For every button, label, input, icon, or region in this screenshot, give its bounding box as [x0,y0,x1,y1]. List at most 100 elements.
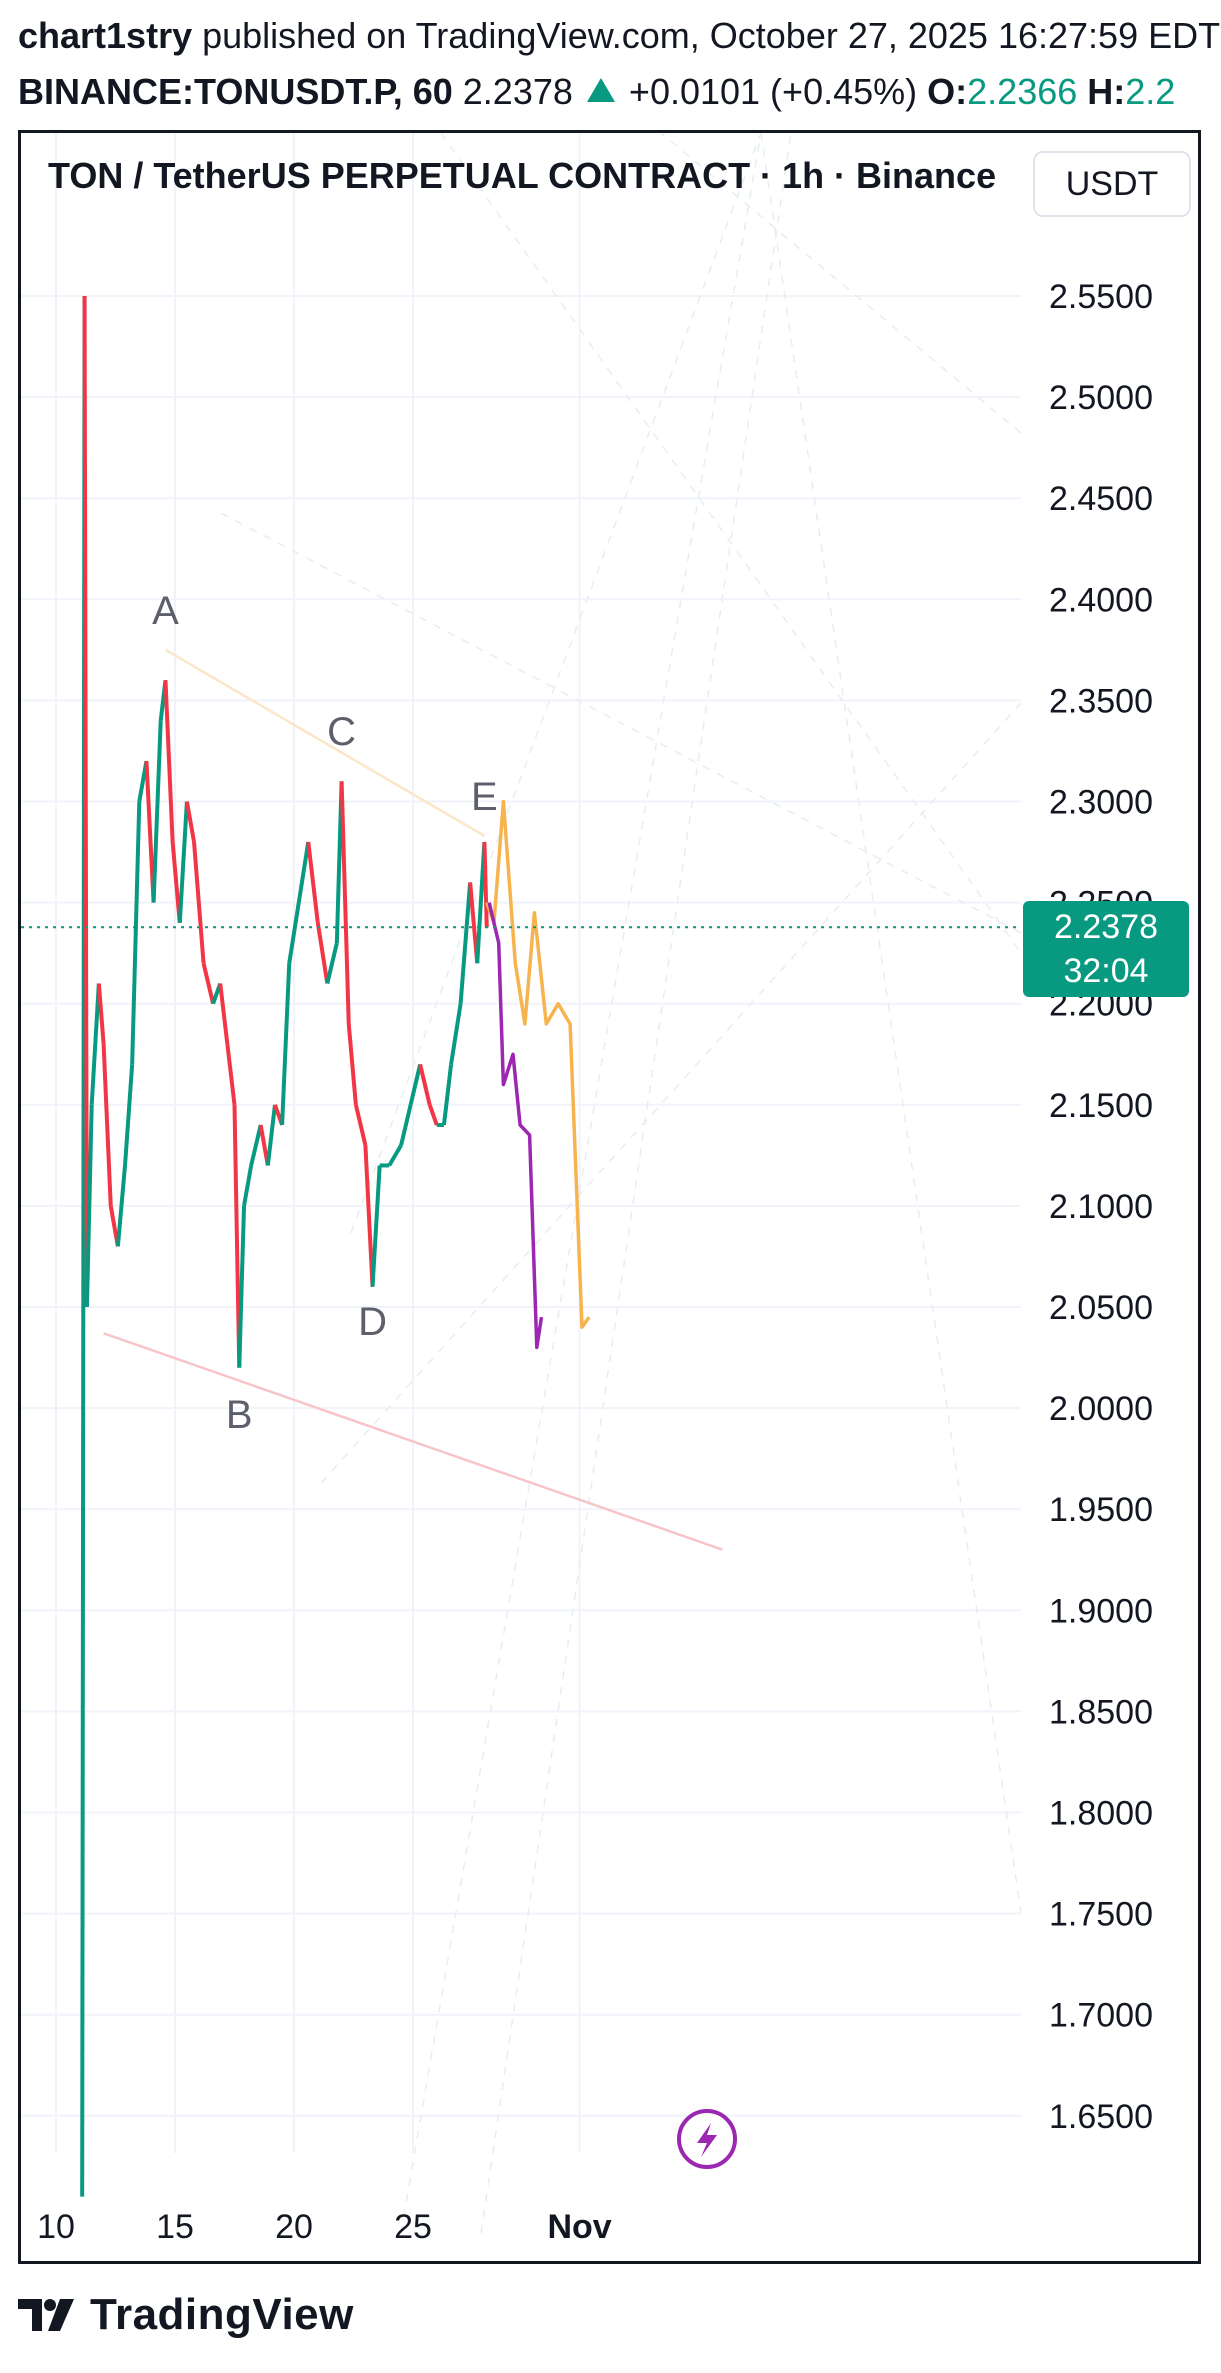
projection-path-orange [485,799,591,1329]
guide-line [350,133,762,1234]
up-arrow-icon [586,78,615,102]
y-tick-label: 1.8500 [1049,1693,1153,1731]
price-segment [458,882,473,1004]
price-segment [82,295,89,1308]
y-tick-label: 2.3000 [1049,784,1153,822]
open-value: 2.2366 [967,71,1078,112]
guide-line [660,133,1022,434]
wave-label-c: C [327,710,356,754]
price-segment [151,720,163,903]
price-chart[interactable]: A B C D E 2.5500 2.5000 2.4500 2.4000 2.3500 2.300… [21,133,1198,2261]
guide-line [440,133,1022,954]
price-segment [280,963,292,1126]
y-tick-label: 2.5500 [1049,278,1153,316]
price-segment [237,1205,247,1368]
price-segment [387,1144,403,1167]
price-segment [408,1063,423,1106]
price-segment [363,1145,375,1287]
price-segment [265,1104,277,1166]
current-price-value: 2.2378 [1054,908,1158,946]
publish-header: chart1stry published on TradingView.com,… [18,8,1221,120]
x-tick-label: 20 [275,2208,313,2246]
y-tick-label: 1.9500 [1049,1491,1153,1529]
price-segment [427,1104,439,1126]
y-tick-label: 2.0500 [1049,1289,1153,1327]
open-label: O: [927,71,968,112]
tradingview-logo-icon [18,2299,74,2331]
y-tick-label: 2.5000 [1049,379,1153,417]
price-segment [192,841,206,964]
y-tick-label: 2.1500 [1049,1087,1153,1125]
price-segment [399,1104,413,1146]
y-tick-label: 1.7000 [1049,1997,1153,2035]
high-label: H: [1087,71,1126,112]
high-value: 2.2 [1125,71,1176,112]
price-segment [89,983,101,1105]
price-segment [370,1165,382,1287]
wave-label-d: D [358,1300,387,1344]
guide-line [220,512,1022,934]
y-tick-label: 2.4000 [1049,581,1153,619]
price-segment [201,962,216,1005]
price-segment [130,801,142,1065]
price-segment [225,1043,237,1106]
x-tick-label: 10 [37,2208,75,2246]
price-segment [353,1104,368,1146]
price-segment [418,1063,432,1106]
price-segment [184,801,197,843]
price-segment [482,841,489,928]
price-segment [101,1044,113,1206]
chart-title: TON / TetherUS PERPETUAL CONTRACT · 1h ·… [48,155,997,196]
trendline [164,648,486,837]
guide-line [760,133,1022,1914]
trendline [103,1332,723,1551]
price-segment [287,902,301,964]
footer-brand[interactable]: TradingView [18,2285,354,2345]
price-segment [325,942,339,984]
price-segment [96,983,106,1045]
y-tick-label: 2.3500 [1049,682,1153,720]
currency-unit-button[interactable]: USDT [1033,151,1191,217]
price-segment [315,922,330,984]
price-segment [177,801,189,923]
price-segment [296,841,311,903]
author-name[interactable]: chart1stry [18,15,193,56]
symbol-line: BINANCE:TONUSDT.P, 60 2.2378 +0.0101 (+0… [18,64,1221,120]
price-segment [84,1104,94,1308]
price-segment [249,1124,263,1166]
brand-name: TradingView [90,2290,354,2339]
y-tick-label: 1.9000 [1049,1592,1153,1630]
x-tick-label: Nov [547,2208,611,2246]
x-tick-label: 15 [156,2208,194,2246]
y-tick-label: 1.7500 [1049,1896,1153,1934]
y-tick-label: 1.6500 [1049,2098,1153,2136]
price-segment [306,841,320,924]
price-segment [441,1064,454,1126]
price-segment [232,1104,242,1368]
wave-label-b: B [226,1393,253,1437]
price-segment [144,760,156,903]
guide-line [480,133,792,2234]
symbol-name[interactable]: BINANCE:TONUSDT.P, 60 [18,71,453,112]
price-change: +0.0101 (+0.45%) [628,71,918,112]
y-tick-label: 2.0000 [1049,1390,1153,1428]
price-segment [163,680,175,843]
last-price: 2.2378 [462,71,573,112]
projection-path-purple [487,902,544,1350]
x-tick-label: 25 [394,2208,432,2246]
bar-countdown: 32:04 [1063,952,1149,990]
published-text: published on TradingView.com, October 27… [202,15,1221,56]
y-tick-label: 1.8000 [1049,1795,1153,1833]
price-segment [339,781,351,1024]
y-tick-label: 2.4500 [1049,480,1153,518]
price-segment [242,1165,254,1207]
wave-label-a: A [152,589,179,633]
chart-panel[interactable]: A B C D E 2.5500 2.5000 2.4500 2.4000 2.3500 2.300… [18,130,1201,2264]
price-segment [123,1064,135,1166]
guide-line [400,133,762,2234]
lightning-icon [677,2109,737,2169]
price-segment [115,1165,128,1247]
wave-label-e: E [471,775,498,819]
current-price-tag: 2.2378 32:04 [1023,901,1189,997]
y-tick-label: 2.1000 [1049,1188,1153,1226]
